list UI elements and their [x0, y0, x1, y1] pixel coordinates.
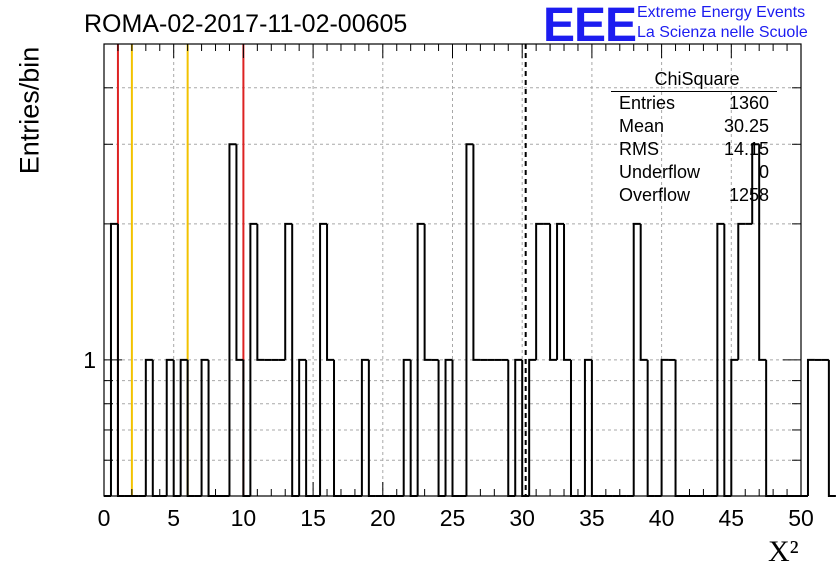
stats-row-entries: Entries 1360	[611, 92, 777, 115]
histogram-bin	[284, 222, 293, 360]
stats-value: 14.15	[723, 139, 769, 159]
histogram-bin	[549, 223, 558, 361]
x-tick-label: 5	[167, 505, 180, 531]
histogram-bin	[751, 143, 760, 224]
stats-value: 0	[758, 162, 769, 182]
axis-ticks: 0 5 10 15 20 25 30 35 40 45 50 1	[83, 44, 814, 531]
histogram-bin	[228, 143, 237, 496]
histogram-bin	[179, 358, 188, 496]
x-tick-label: 30	[509, 505, 535, 531]
histogram-bin	[200, 358, 209, 496]
logo-caption-line2: La Scienza nelle Scuole	[637, 24, 808, 41]
histogram-bin	[472, 144, 481, 361]
y-axis-label: Entries/bin	[14, 46, 45, 175]
stats-row-overflow: Overflow 1258	[611, 184, 777, 207]
histogram-bin	[298, 358, 307, 496]
stats-row-rms: RMS 14.15	[611, 138, 777, 161]
stats-row-underflow: Underflow 0	[611, 161, 777, 184]
histogram-bin	[256, 223, 265, 361]
x-tick-label: 45	[719, 505, 745, 531]
x-tick-label: 40	[649, 505, 675, 531]
histogram-bin	[758, 144, 767, 361]
x-tick-label: 10	[231, 505, 257, 531]
reference-lines	[116, 44, 527, 496]
stats-value: 1258	[728, 185, 769, 205]
y-tick-label: 1	[83, 347, 96, 373]
histogram-bin	[639, 223, 648, 361]
histogram-bin	[416, 222, 425, 496]
stats-title: ChiSquare	[611, 67, 777, 92]
histogram-bin	[360, 358, 369, 496]
stats-value: 1360	[728, 93, 769, 113]
x-tick-label: 50	[788, 505, 814, 531]
histogram-bin	[465, 143, 474, 496]
histogram-bin	[730, 358, 739, 496]
histogram-bin	[444, 358, 453, 496]
histogram-bin	[716, 222, 725, 496]
stats-label: RMS	[619, 139, 659, 159]
chart-title: ROMA-02-2017-11-02-00605	[84, 10, 408, 38]
x-tick-label: 25	[440, 505, 466, 531]
histogram-bin	[583, 358, 592, 496]
histogram-bin	[326, 223, 335, 361]
histogram-bin	[514, 358, 523, 496]
histogram-bin	[423, 223, 432, 361]
x-tick-label: 20	[370, 505, 396, 531]
x-tick-label: 35	[579, 505, 605, 531]
x-axis-label: X²	[768, 535, 799, 568]
histogram-bin	[319, 222, 328, 496]
stats-value: 30.25	[723, 116, 769, 136]
histogram-bin	[235, 144, 244, 361]
stats-row-mean: Mean 30.25	[611, 115, 777, 138]
eee-logo: EEE	[543, 0, 637, 52]
histogram-bin	[165, 358, 174, 496]
stats-label: Underflow	[619, 162, 701, 182]
histogram-bin	[556, 222, 565, 360]
histogram-bin	[660, 358, 669, 496]
histogram-bin	[563, 223, 571, 361]
histogram-bin	[632, 222, 641, 496]
stats-label: Overflow	[619, 185, 691, 205]
histogram-bin	[528, 358, 537, 496]
x-tick-label: 15	[300, 505, 326, 531]
x-tick-label: 0	[98, 505, 111, 531]
logo-caption: Extreme Energy Events La Scienza nelle S…	[637, 3, 808, 43]
histogram-bin	[402, 358, 411, 496]
histogram-bin	[806, 358, 815, 496]
logo-caption-line1: Extreme Energy Events	[637, 4, 806, 21]
histogram-bin	[535, 222, 544, 360]
histogram-bin	[737, 222, 746, 360]
histogram-bin	[249, 222, 258, 496]
stats-label: Mean	[619, 116, 665, 136]
histogram-bin	[144, 358, 153, 496]
stats-box: ChiSquare Entries 1360 Mean 30.25 RMS 14…	[611, 67, 777, 207]
stats-label: Entries	[619, 93, 676, 113]
histogram-bin	[827, 359, 836, 497]
